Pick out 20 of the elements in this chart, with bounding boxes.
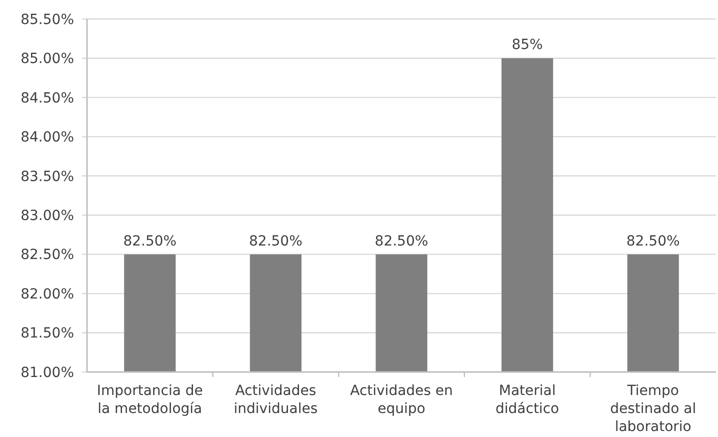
y-tick-label: 84.00% (20, 130, 74, 146)
x-tick-label: Tiempo destinado al laboratorio (610, 383, 696, 435)
y-tick-label: 82.50% (20, 247, 74, 264)
y-tick-label: 83.50% (20, 168, 74, 185)
data-label: 82.50% (626, 233, 680, 250)
data-label: 82.50% (249, 233, 302, 250)
data-label: 85% (512, 37, 543, 54)
y-tick-label: 81.00% (20, 364, 74, 381)
y-tick-label: 82.00% (20, 286, 74, 302)
data-label: 82.50% (374, 233, 428, 250)
x-tick-label: Actividades en equipo (350, 383, 453, 417)
data-label: 82.50% (123, 233, 177, 250)
y-tick-label: 83.00% (20, 208, 74, 224)
x-tick-label: Actividades individuales (234, 383, 318, 417)
y-tick-label: 85.00% (20, 51, 74, 68)
x-tick-label: Material didáctico (496, 383, 560, 417)
x-tick-label: Importancia de la metodología (96, 383, 203, 417)
y-tick-label: 85.50% (20, 12, 74, 28)
y-tick-label: 81.50% (20, 326, 74, 342)
y-tick-label: 84.50% (20, 90, 74, 106)
